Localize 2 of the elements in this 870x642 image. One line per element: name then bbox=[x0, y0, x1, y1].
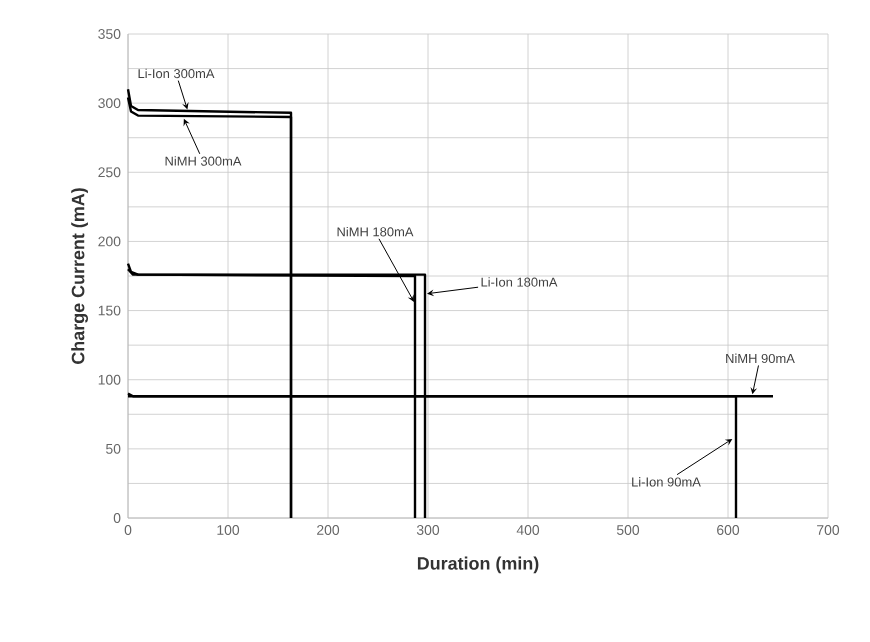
x-axis-title: Duration (min) bbox=[417, 556, 539, 574]
y-axis-title: Charge Current (mA) bbox=[71, 188, 89, 364]
